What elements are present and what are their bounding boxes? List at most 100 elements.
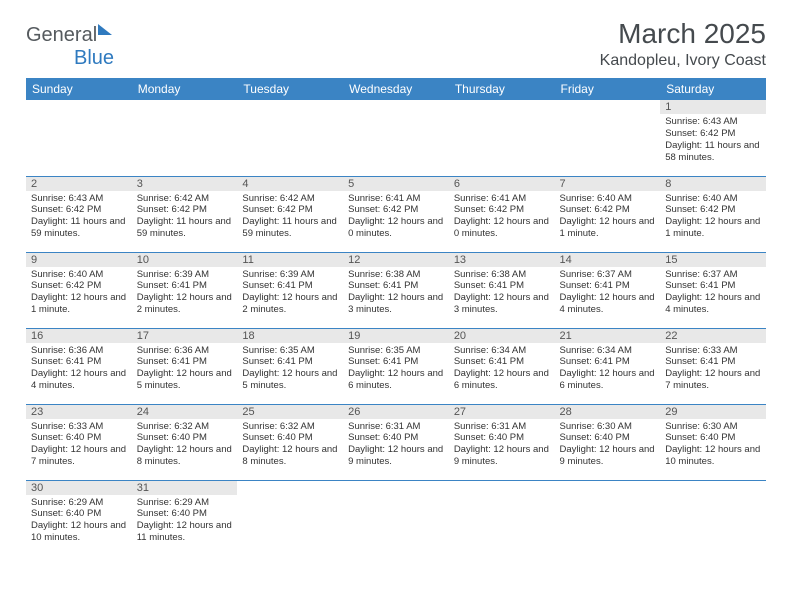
calendar-cell: 18Sunrise: 6:35 AMSunset: 6:41 PMDayligh… bbox=[237, 328, 343, 404]
calendar-cell: 5Sunrise: 6:41 AMSunset: 6:42 PMDaylight… bbox=[343, 176, 449, 252]
day-number: 14 bbox=[555, 253, 661, 267]
calendar-cell: 4Sunrise: 6:42 AMSunset: 6:42 PMDaylight… bbox=[237, 176, 343, 252]
calendar-cell bbox=[343, 100, 449, 176]
day-number: 3 bbox=[132, 177, 238, 191]
calendar-cell: 14Sunrise: 6:37 AMSunset: 6:41 PMDayligh… bbox=[555, 252, 661, 328]
calendar-cell bbox=[26, 100, 132, 176]
day-details: Sunrise: 6:40 AMSunset: 6:42 PMDaylight:… bbox=[26, 267, 132, 320]
weekday-header: Wednesday bbox=[343, 78, 449, 100]
day-details: Sunrise: 6:31 AMSunset: 6:40 PMDaylight:… bbox=[449, 419, 555, 472]
day-details: Sunrise: 6:39 AMSunset: 6:41 PMDaylight:… bbox=[237, 267, 343, 320]
day-number: 22 bbox=[660, 329, 766, 343]
day-details: Sunrise: 6:31 AMSunset: 6:40 PMDaylight:… bbox=[343, 419, 449, 472]
calendar-cell: 3Sunrise: 6:42 AMSunset: 6:42 PMDaylight… bbox=[132, 176, 238, 252]
calendar-cell bbox=[449, 480, 555, 556]
day-number: 30 bbox=[26, 481, 132, 495]
day-details: Sunrise: 6:40 AMSunset: 6:42 PMDaylight:… bbox=[660, 191, 766, 244]
day-details: Sunrise: 6:32 AMSunset: 6:40 PMDaylight:… bbox=[237, 419, 343, 472]
calendar-cell: 6Sunrise: 6:41 AMSunset: 6:42 PMDaylight… bbox=[449, 176, 555, 252]
day-number: 27 bbox=[449, 405, 555, 419]
location: Kandopleu, Ivory Coast bbox=[600, 52, 766, 70]
day-number: 17 bbox=[132, 329, 238, 343]
day-details: Sunrise: 6:38 AMSunset: 6:41 PMDaylight:… bbox=[449, 267, 555, 320]
day-details: Sunrise: 6:38 AMSunset: 6:41 PMDaylight:… bbox=[343, 267, 449, 320]
day-number: 9 bbox=[26, 253, 132, 267]
calendar-cell: 17Sunrise: 6:36 AMSunset: 6:41 PMDayligh… bbox=[132, 328, 238, 404]
day-number: 6 bbox=[449, 177, 555, 191]
calendar-cell: 21Sunrise: 6:34 AMSunset: 6:41 PMDayligh… bbox=[555, 328, 661, 404]
logo: GeneralBlue bbox=[26, 24, 114, 70]
calendar-cell: 22Sunrise: 6:33 AMSunset: 6:41 PMDayligh… bbox=[660, 328, 766, 404]
calendar-cell: 12Sunrise: 6:38 AMSunset: 6:41 PMDayligh… bbox=[343, 252, 449, 328]
title-block: March 2025 Kandopleu, Ivory Coast bbox=[600, 18, 766, 70]
day-details: Sunrise: 6:42 AMSunset: 6:42 PMDaylight:… bbox=[237, 191, 343, 244]
calendar-cell: 8Sunrise: 6:40 AMSunset: 6:42 PMDaylight… bbox=[660, 176, 766, 252]
day-number: 20 bbox=[449, 329, 555, 343]
day-details: Sunrise: 6:30 AMSunset: 6:40 PMDaylight:… bbox=[555, 419, 661, 472]
day-number: 11 bbox=[237, 253, 343, 267]
day-number: 28 bbox=[555, 405, 661, 419]
day-details: Sunrise: 6:40 AMSunset: 6:42 PMDaylight:… bbox=[555, 191, 661, 244]
weekday-header: Monday bbox=[132, 78, 238, 100]
day-number: 21 bbox=[555, 329, 661, 343]
day-number: 13 bbox=[449, 253, 555, 267]
day-number: 16 bbox=[26, 329, 132, 343]
day-details: Sunrise: 6:29 AMSunset: 6:40 PMDaylight:… bbox=[132, 495, 238, 548]
day-details: Sunrise: 6:42 AMSunset: 6:42 PMDaylight:… bbox=[132, 191, 238, 244]
day-details: Sunrise: 6:34 AMSunset: 6:41 PMDaylight:… bbox=[555, 343, 661, 396]
calendar-cell: 31Sunrise: 6:29 AMSunset: 6:40 PMDayligh… bbox=[132, 480, 238, 556]
day-number: 29 bbox=[660, 405, 766, 419]
day-number: 26 bbox=[343, 405, 449, 419]
calendar-cell bbox=[237, 480, 343, 556]
day-details: Sunrise: 6:35 AMSunset: 6:41 PMDaylight:… bbox=[343, 343, 449, 396]
day-details: Sunrise: 6:43 AMSunset: 6:42 PMDaylight:… bbox=[26, 191, 132, 244]
weekday-header: Tuesday bbox=[237, 78, 343, 100]
calendar-cell: 23Sunrise: 6:33 AMSunset: 6:40 PMDayligh… bbox=[26, 404, 132, 480]
calendar-cell: 7Sunrise: 6:40 AMSunset: 6:42 PMDaylight… bbox=[555, 176, 661, 252]
weekday-header: Friday bbox=[555, 78, 661, 100]
logo-text-blue: Blue bbox=[74, 47, 114, 69]
calendar-cell: 30Sunrise: 6:29 AMSunset: 6:40 PMDayligh… bbox=[26, 480, 132, 556]
weekday-header: Saturday bbox=[660, 78, 766, 100]
day-number: 7 bbox=[555, 177, 661, 191]
day-details: Sunrise: 6:36 AMSunset: 6:41 PMDaylight:… bbox=[26, 343, 132, 396]
day-details: Sunrise: 6:29 AMSunset: 6:40 PMDaylight:… bbox=[26, 495, 132, 548]
calendar-cell bbox=[449, 100, 555, 176]
weekday-header: Sunday bbox=[26, 78, 132, 100]
calendar-cell: 29Sunrise: 6:30 AMSunset: 6:40 PMDayligh… bbox=[660, 404, 766, 480]
calendar-cell: 10Sunrise: 6:39 AMSunset: 6:41 PMDayligh… bbox=[132, 252, 238, 328]
day-number: 2 bbox=[26, 177, 132, 191]
day-details: Sunrise: 6:32 AMSunset: 6:40 PMDaylight:… bbox=[132, 419, 238, 472]
day-details: Sunrise: 6:30 AMSunset: 6:40 PMDaylight:… bbox=[660, 419, 766, 472]
calendar-cell bbox=[343, 480, 449, 556]
calendar-cell: 16Sunrise: 6:36 AMSunset: 6:41 PMDayligh… bbox=[26, 328, 132, 404]
calendar-cell: 20Sunrise: 6:34 AMSunset: 6:41 PMDayligh… bbox=[449, 328, 555, 404]
day-details: Sunrise: 6:39 AMSunset: 6:41 PMDaylight:… bbox=[132, 267, 238, 320]
calendar-header: SundayMondayTuesdayWednesdayThursdayFrid… bbox=[26, 78, 766, 100]
calendar-cell: 28Sunrise: 6:30 AMSunset: 6:40 PMDayligh… bbox=[555, 404, 661, 480]
calendar-cell: 27Sunrise: 6:31 AMSunset: 6:40 PMDayligh… bbox=[449, 404, 555, 480]
day-number: 5 bbox=[343, 177, 449, 191]
day-details: Sunrise: 6:37 AMSunset: 6:41 PMDaylight:… bbox=[660, 267, 766, 320]
calendar-cell bbox=[555, 480, 661, 556]
calendar-cell: 13Sunrise: 6:38 AMSunset: 6:41 PMDayligh… bbox=[449, 252, 555, 328]
day-number: 31 bbox=[132, 481, 238, 495]
calendar-cell: 19Sunrise: 6:35 AMSunset: 6:41 PMDayligh… bbox=[343, 328, 449, 404]
calendar-cell: 26Sunrise: 6:31 AMSunset: 6:40 PMDayligh… bbox=[343, 404, 449, 480]
day-number: 8 bbox=[660, 177, 766, 191]
logo-text-general: General bbox=[26, 24, 97, 46]
day-details: Sunrise: 6:37 AMSunset: 6:41 PMDaylight:… bbox=[555, 267, 661, 320]
calendar-cell bbox=[237, 100, 343, 176]
calendar-cell: 11Sunrise: 6:39 AMSunset: 6:41 PMDayligh… bbox=[237, 252, 343, 328]
calendar-cell bbox=[132, 100, 238, 176]
day-number: 24 bbox=[132, 405, 238, 419]
day-number: 19 bbox=[343, 329, 449, 343]
day-number: 25 bbox=[237, 405, 343, 419]
day-number: 1 bbox=[660, 100, 766, 114]
calendar-cell: 24Sunrise: 6:32 AMSunset: 6:40 PMDayligh… bbox=[132, 404, 238, 480]
day-number: 12 bbox=[343, 253, 449, 267]
day-details: Sunrise: 6:33 AMSunset: 6:41 PMDaylight:… bbox=[660, 343, 766, 396]
day-number: 15 bbox=[660, 253, 766, 267]
day-details: Sunrise: 6:41 AMSunset: 6:42 PMDaylight:… bbox=[449, 191, 555, 244]
logo-triangle-icon bbox=[98, 24, 112, 35]
